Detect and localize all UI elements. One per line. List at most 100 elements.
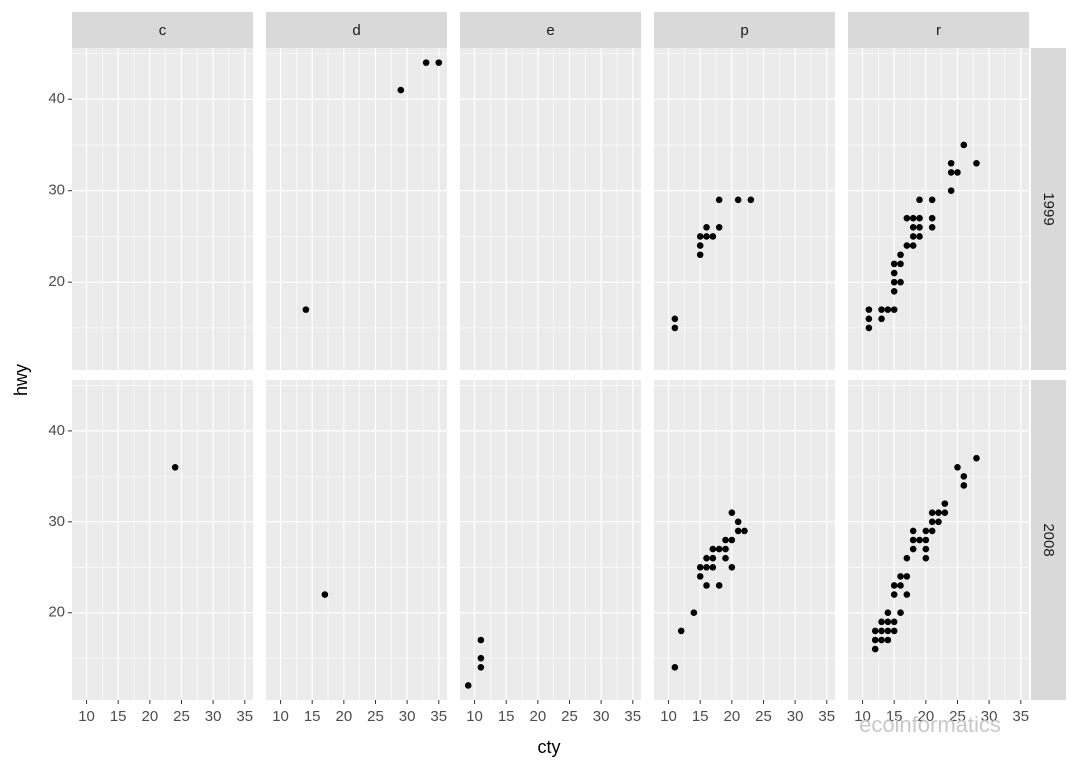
point — [897, 609, 904, 617]
x-tick-label: 30 — [593, 708, 610, 725]
point — [897, 278, 904, 286]
point — [903, 573, 911, 580]
point — [903, 214, 911, 222]
x-tick-label: 10 — [272, 708, 289, 725]
point — [878, 636, 885, 644]
point — [715, 223, 723, 231]
strip-label: r — [936, 22, 941, 39]
x-tick-label: 25 — [561, 708, 578, 725]
point — [922, 536, 930, 544]
point — [916, 233, 923, 240]
point — [973, 454, 980, 462]
point — [890, 582, 898, 589]
point — [865, 306, 873, 313]
x-tick-label: 15 — [886, 708, 903, 725]
point — [909, 545, 917, 553]
point — [703, 582, 710, 589]
point — [909, 536, 917, 544]
y-tick-label: 30 — [48, 182, 65, 199]
point — [884, 636, 892, 644]
point — [690, 609, 698, 617]
point — [947, 159, 955, 167]
point — [928, 223, 936, 231]
point — [709, 554, 717, 562]
point — [916, 223, 923, 231]
strip-label: d — [352, 22, 360, 39]
point — [897, 260, 904, 268]
strip — [654, 12, 835, 48]
point — [709, 545, 717, 553]
point — [916, 536, 923, 544]
point — [734, 196, 742, 204]
x-axis-title: cty — [537, 737, 560, 757]
point — [973, 159, 980, 167]
point — [928, 214, 936, 222]
point — [677, 627, 685, 635]
point — [696, 242, 704, 249]
strip — [1031, 380, 1066, 700]
point — [477, 654, 485, 662]
point — [696, 233, 704, 240]
point — [890, 591, 898, 598]
point — [916, 214, 923, 222]
point — [696, 251, 704, 259]
point — [715, 545, 723, 553]
point — [865, 324, 873, 332]
strip-label: e — [546, 22, 554, 39]
point — [890, 260, 898, 268]
point — [722, 536, 729, 544]
point — [171, 463, 179, 471]
point — [671, 663, 679, 671]
point — [960, 141, 968, 149]
point — [922, 554, 930, 562]
point — [709, 233, 717, 240]
strip — [266, 12, 447, 48]
point — [947, 187, 955, 195]
point — [715, 196, 723, 204]
point — [722, 545, 729, 553]
strip-label: c — [159, 22, 167, 39]
x-tick-label: 20 — [141, 708, 158, 725]
point — [954, 463, 961, 471]
point — [321, 591, 329, 598]
x-tick-label: 35 — [818, 708, 835, 725]
x-tick-label: 35 — [1012, 708, 1029, 725]
x-tick-label: 10 — [854, 708, 871, 725]
x-tick-label: 15 — [304, 708, 321, 725]
point — [903, 242, 911, 249]
panel-background — [460, 380, 641, 700]
point — [703, 223, 710, 231]
panel-background — [266, 380, 447, 700]
x-tick-label: 35 — [624, 708, 641, 725]
x-tick-label: 25 — [367, 708, 384, 725]
point — [477, 636, 485, 644]
point — [865, 315, 873, 323]
point — [890, 618, 898, 626]
point — [909, 214, 917, 222]
point — [941, 500, 949, 507]
panel-background — [72, 380, 253, 700]
point — [884, 306, 892, 313]
point — [890, 627, 898, 635]
x-tick-label: 25 — [755, 708, 772, 725]
point — [696, 573, 704, 580]
x-tick-label: 20 — [335, 708, 352, 725]
x-tick-label: 25 — [173, 708, 190, 725]
point — [922, 545, 930, 553]
point — [878, 306, 885, 313]
panel-background — [72, 48, 253, 370]
point — [909, 242, 917, 249]
point — [890, 278, 898, 286]
point — [871, 636, 879, 644]
point — [734, 527, 742, 535]
point — [909, 233, 917, 240]
x-tick-label: 30 — [981, 708, 998, 725]
point — [890, 269, 898, 277]
strip — [848, 12, 1029, 48]
plot-area: c d e p r 1999 2008 20 30 40 20 30 40 10 15 20 25 30 35 10 1… — [48, 12, 1066, 725]
x-tick-label: 15 — [692, 708, 709, 725]
point — [960, 473, 968, 480]
point — [935, 509, 942, 517]
